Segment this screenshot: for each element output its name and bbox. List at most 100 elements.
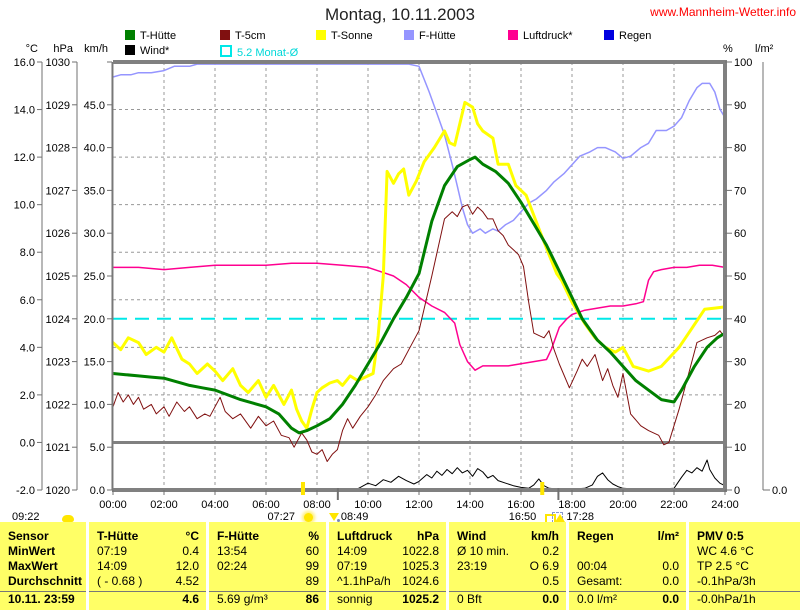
page-title: Montag, 10.11.2003 — [325, 5, 475, 24]
row-header: Durchschnitt — [8, 574, 83, 588]
column-unit: °C — [185, 529, 199, 543]
axis-tick-label: 10.0 — [84, 399, 105, 411]
axis-tick-label: 4.0 — [20, 342, 35, 354]
legend-item-f-h-tte: F-Hütte — [404, 30, 456, 42]
legend-label: T-Sonne — [331, 30, 373, 42]
cell-value: 1025.2 — [402, 592, 439, 606]
legend-item-wind-: Wind* — [125, 45, 169, 57]
axis-tick-label: 0.0 — [772, 485, 787, 497]
column-title: PMV 0:5 — [697, 529, 744, 543]
cell-value: 12.0 — [175, 559, 199, 573]
axis-tick-label: 80 — [734, 143, 746, 155]
axis-tick-label: 15.0 — [84, 357, 105, 369]
axis-tick-label: km/h — [84, 43, 108, 55]
legend-swatch-icon — [316, 30, 326, 40]
series-t-5cm — [112, 204, 726, 462]
axis-tick-label: 20 — [734, 399, 746, 411]
table-cell-row: 07:19 0.4 — [89, 544, 206, 559]
table-column-pmv-0-5: PMV 0:5 WC 4.6 °C TP 2.5 °C -0.1hPa/3h -0.0h… — [689, 522, 800, 610]
column-title: F-Hütte — [217, 529, 259, 543]
axis-tick-label: 0.0 — [20, 437, 35, 449]
cell-value: 89 — [305, 574, 319, 588]
axis-tick-label: 24:00 — [711, 499, 739, 511]
column-title: Luftdruck — [337, 529, 393, 543]
cell-label: ^1.1hPa/h — [337, 574, 391, 588]
cell-label: 07:19 — [337, 559, 368, 573]
axis-tick-label: 18:00 — [558, 499, 586, 511]
axis-tick-label: 20:00 — [609, 499, 637, 511]
axis-tick-label: 12.0 — [14, 152, 35, 164]
legend-item-luftdruck-: Luftdruck* — [508, 30, 573, 42]
axis-tick-label: 40 — [734, 314, 746, 326]
moonrise-arrow-up-icon — [555, 514, 566, 522]
axis-tick-label: 1021 — [46, 442, 70, 454]
cell-value: O 6.9 — [529, 559, 559, 573]
axis-tick-label: 02:00 — [150, 499, 178, 511]
axis-tick-label: 1020 — [46, 485, 70, 497]
cell-value: 60 — [305, 544, 319, 558]
axis-tick-label: 1025 — [46, 271, 70, 283]
moon-icon — [62, 515, 74, 522]
axis-tick-label: 14:00 — [456, 499, 484, 511]
legend-swatch-icon — [220, 30, 230, 40]
table-cell-row: 5.69 g/m³ 86 — [209, 591, 326, 607]
column-unit: hPa — [416, 529, 439, 543]
cell-label: ( - 0.68 ) — [97, 574, 143, 588]
table-cell-row: TP 2.5 °C — [689, 559, 800, 574]
table-cell-row — [569, 544, 686, 559]
legend-label: Luftdruck* — [523, 30, 573, 42]
column-header: Regen l/m² — [569, 529, 686, 544]
table-cell-row: 14:09 1022.8 — [329, 544, 446, 559]
row-header: MinWert — [8, 544, 56, 558]
axis-tick-label: 1030 — [46, 57, 70, 69]
axis-tick-label: 10:00 — [354, 499, 382, 511]
column-title: T-Hütte — [97, 529, 139, 543]
cell-label: WC 4.6 °C — [697, 544, 754, 558]
table-column-regen: Regen l/m² 00:04 0.0 Gesamt: 0.0 0.0 l/m² 0.0 — [569, 522, 686, 610]
series-wind — [112, 459, 726, 491]
cell-label: -0.0hPa/1h — [697, 592, 756, 606]
axis-tick-label: 0 — [734, 485, 740, 497]
cell-value: 0.0 — [662, 592, 679, 606]
axis-tick-label: 10 — [734, 442, 746, 454]
cell-value: 1022.8 — [402, 544, 439, 558]
axis-tick-label: 04:00 — [201, 499, 229, 511]
astro-time-square-open: 16:50 — [508, 511, 537, 523]
table-cell-row: 07:19 1025.3 — [329, 559, 446, 574]
table-cell-row: -0.0hPa/1h — [689, 591, 800, 607]
axis-tick-label: 100 — [734, 57, 752, 69]
table-column-luftdruck: Luftdruck hPa 14:09 1022.8 07:19 1025.3 ^1.1hP… — [329, 522, 446, 610]
axis-tick-label: 30.0 — [84, 228, 105, 240]
column-header: PMV 0:5 — [689, 529, 800, 544]
axis-tick-label: 0.0 — [90, 485, 105, 497]
legend-label: T-Hütte — [140, 30, 177, 42]
axis-tick-label: 30 — [734, 357, 746, 369]
legend-item-t-5cm: T-5cm — [220, 30, 266, 42]
site-link[interactable]: www.Mannheim-Wetter.info — [650, 5, 796, 19]
cell-label: 13:54 — [217, 544, 248, 558]
legend-item-t-sonne: T-Sonne — [316, 30, 373, 42]
legend-swatch-icon — [220, 45, 232, 57]
legend-label: F-Hütte — [419, 30, 456, 42]
cell-label: 14:09 — [337, 544, 368, 558]
cell-label: -0.1hPa/3h — [697, 574, 756, 588]
cell-value: 0.0 — [662, 559, 679, 573]
axis-tick-label: -2.0 — [16, 485, 35, 497]
summary-table: Sensor MinWert MaxWert Durchschnitt 10.11. 2… — [0, 522, 800, 610]
axis-tick-label: 6.0 — [20, 295, 35, 307]
table-column-f-h-tte: F-Hütte% 13:54 60 02:24 99 89 5.69 g/m³ 86 — [209, 522, 326, 610]
axis-tick-label: 70 — [734, 185, 746, 197]
cell-value: 0.0 — [662, 574, 679, 588]
row-header: 10.11. 23:59 — [0, 591, 86, 607]
column-title: Wind — [457, 529, 487, 543]
table-cell-row: ^1.1hPa/h 1024.6 — [329, 574, 446, 589]
axis-tick-label: 08:00 — [303, 499, 331, 511]
axis-tick-label: l/m² — [755, 43, 774, 55]
cell-value: 0.2 — [542, 544, 559, 558]
weather-chart: 16.014.012.010.08.06.04.02.00.0-2.0°C103… — [14, 43, 788, 511]
cell-label: 14:09 — [97, 559, 128, 573]
column-unit: km/h — [530, 529, 559, 543]
table-cell-row: 0 Bft 0.0 — [449, 591, 566, 607]
legend-swatch-icon — [125, 45, 135, 55]
